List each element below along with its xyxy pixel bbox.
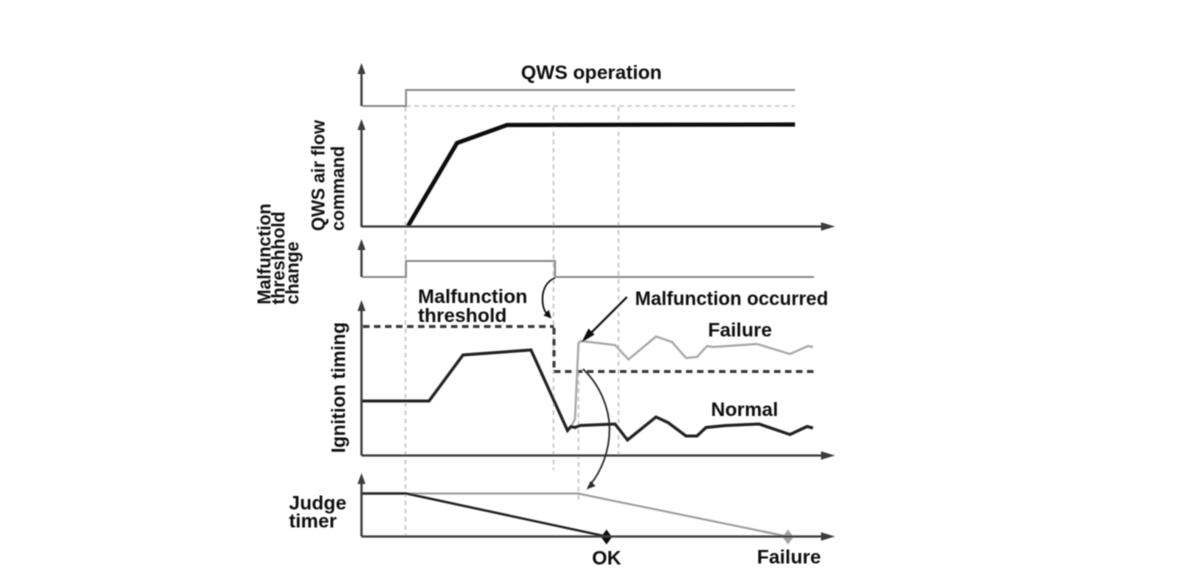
svg-text:Failure: Failure bbox=[708, 320, 772, 342]
svg-text:command: command bbox=[328, 146, 348, 231]
svg-text:Malfunction occurred: Malfunction occurred bbox=[635, 289, 828, 310]
svg-text:Failure: Failure bbox=[757, 547, 821, 569]
svg-text:Ignition timing: Ignition timing bbox=[329, 322, 350, 453]
svg-text:Malfunction: Malfunction bbox=[418, 286, 527, 308]
svg-text:Malfunction: Malfunction bbox=[255, 204, 275, 305]
svg-text:Normal: Normal bbox=[711, 399, 778, 421]
svg-text:Judge: Judge bbox=[289, 493, 347, 515]
svg-text:change: change bbox=[283, 241, 303, 304]
svg-text:OK: OK bbox=[592, 548, 621, 570]
svg-text:QWS air flow: QWS air flow bbox=[309, 119, 329, 231]
svg-text:timer: timer bbox=[289, 511, 337, 533]
svg-text:threshhold: threshhold bbox=[269, 212, 289, 305]
svg-text:threshold: threshold bbox=[418, 305, 507, 327]
svg-text:QWS operation: QWS operation bbox=[521, 62, 662, 84]
